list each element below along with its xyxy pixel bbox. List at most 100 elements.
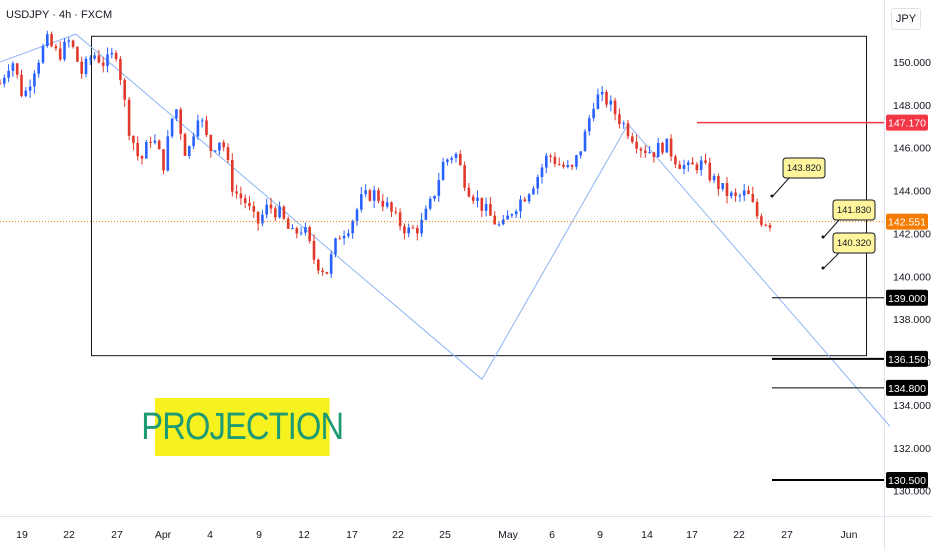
candle-body xyxy=(446,159,449,162)
candle-body xyxy=(295,228,299,234)
trendline-path xyxy=(0,33,891,427)
time-tick-label: Apr xyxy=(155,529,172,541)
candle-body xyxy=(527,194,531,202)
time-tick-label: Jun xyxy=(841,529,858,541)
candle-body xyxy=(145,141,148,159)
candle-body xyxy=(0,83,2,85)
callout-box xyxy=(832,232,876,254)
candle-body xyxy=(381,200,385,207)
currency-button[interactable]: JPY xyxy=(891,8,921,30)
candle-body xyxy=(153,140,157,143)
candle-body xyxy=(394,211,398,213)
candle-body xyxy=(588,118,591,132)
time-tick-label: 22 xyxy=(733,529,745,541)
candle-body xyxy=(33,73,36,87)
current-price-label: 142.551 xyxy=(888,217,926,229)
candle-body xyxy=(28,86,32,91)
callout-label: 141.830 xyxy=(837,205,871,216)
candle-body xyxy=(644,150,647,153)
candle-body xyxy=(114,52,118,59)
candle-body xyxy=(764,224,767,226)
candle-body xyxy=(76,46,79,62)
candle-body xyxy=(127,99,131,136)
candle-body xyxy=(179,109,182,134)
candle-body xyxy=(575,155,578,167)
candle-body xyxy=(183,133,187,156)
target-level-label-bg xyxy=(886,472,928,488)
candle-body xyxy=(312,240,316,260)
callout-label: 143.820 xyxy=(787,163,821,174)
candle-body xyxy=(252,206,256,212)
candle-body xyxy=(708,162,712,181)
candle-body xyxy=(385,202,389,207)
candle-body xyxy=(631,136,634,142)
resistance-level-label-bg xyxy=(886,114,928,131)
candle-body xyxy=(41,46,45,63)
candle-body xyxy=(407,227,410,234)
candle-body xyxy=(540,167,544,177)
candle-body xyxy=(450,158,453,160)
candle-body xyxy=(712,176,716,181)
candle-body xyxy=(93,55,96,59)
candle-body xyxy=(299,232,303,234)
projection-label: PROJECTION xyxy=(141,398,344,456)
price-tick-label: 130.000 xyxy=(893,486,931,498)
candle-body xyxy=(583,131,587,152)
candle-body xyxy=(424,208,428,220)
candle-body xyxy=(351,221,354,234)
candle-body xyxy=(704,160,707,163)
candle-body xyxy=(506,215,509,220)
candle-body xyxy=(484,203,488,211)
candle-body xyxy=(459,153,462,166)
candle-body xyxy=(329,254,333,274)
candle-body xyxy=(493,215,496,225)
candle-body xyxy=(97,55,101,63)
candle-body xyxy=(11,63,15,71)
candle-body xyxy=(355,209,359,222)
candle-body xyxy=(63,41,66,60)
candle-body xyxy=(132,135,135,143)
candle-body xyxy=(570,165,574,167)
candle-body xyxy=(3,77,6,84)
candle-body xyxy=(149,141,152,143)
candle-body xyxy=(7,70,10,78)
target-level-label: 134.800 xyxy=(888,383,926,395)
candle-body xyxy=(222,142,225,148)
symbol-title[interactable]: USDJPY · 4h · FXCM xyxy=(6,9,113,21)
callout-pointer xyxy=(823,219,840,238)
candle-body xyxy=(742,190,746,196)
candle-body xyxy=(674,156,677,165)
time-tick-label: 27 xyxy=(111,529,123,541)
candle-body xyxy=(553,156,557,164)
candle-body xyxy=(613,100,617,115)
projection-trendline xyxy=(0,33,891,427)
time-tick-label: 12 xyxy=(298,529,310,541)
candle-body xyxy=(123,79,126,100)
candle-body xyxy=(605,92,608,105)
candle-body xyxy=(226,147,230,160)
candle-body xyxy=(231,160,234,192)
candle-body xyxy=(497,224,501,226)
candle-body xyxy=(274,208,277,218)
candle-body xyxy=(523,199,527,202)
candle-body xyxy=(699,160,703,170)
time-tick-label: 4 xyxy=(207,529,213,541)
candle-body xyxy=(347,233,350,236)
candle-body xyxy=(291,228,294,230)
time-tick-label: 17 xyxy=(686,529,698,541)
candle-body xyxy=(721,183,724,189)
callout-anchor xyxy=(821,235,825,239)
candle-body xyxy=(119,59,122,80)
candle-body xyxy=(80,61,83,74)
candle-body xyxy=(717,176,720,189)
candle-body xyxy=(46,34,49,46)
candle-body xyxy=(656,143,660,158)
candle-body xyxy=(433,195,436,199)
target-level-label-bg xyxy=(886,289,928,306)
candle-body xyxy=(626,123,630,137)
candle-body xyxy=(218,142,221,151)
candle-body xyxy=(71,40,75,47)
candle-body xyxy=(596,94,600,109)
callout-pointer xyxy=(823,252,840,269)
